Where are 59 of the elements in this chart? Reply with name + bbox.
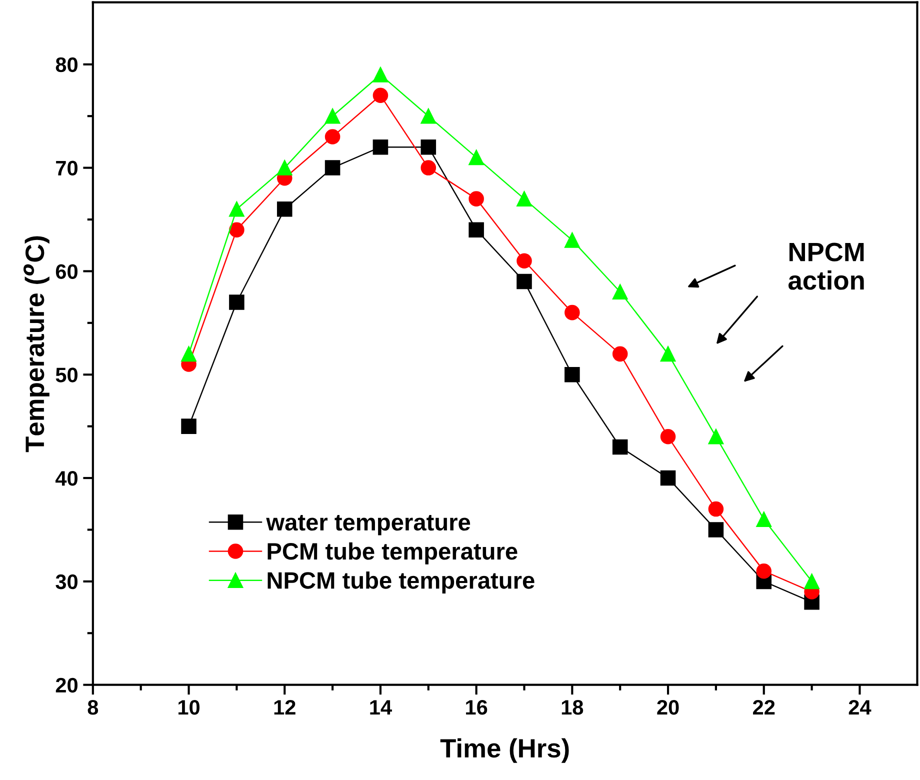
- y-tick-label: 50: [56, 368, 78, 382]
- point: [660, 429, 676, 444]
- point: [420, 160, 436, 176]
- point: [468, 191, 484, 206]
- point: [564, 304, 580, 320]
- point: [660, 346, 676, 362]
- point: [181, 346, 196, 362]
- y-tick-label: 20: [56, 678, 78, 693]
- annotation: NPCM action: [788, 242, 864, 290]
- x-tick-label: 20: [657, 700, 679, 715]
- point: [612, 346, 628, 362]
- y-tick-label: 80: [56, 57, 78, 72]
- legend-label: PCM tube temperature: [268, 542, 518, 564]
- legend-label: NPCM tube temperature: [268, 571, 534, 594]
- x-tick-label: 22: [753, 700, 775, 715]
- x-tick-label: 8: [88, 700, 98, 715]
- point: [564, 232, 580, 248]
- x-tick-label: 14: [370, 700, 392, 715]
- point: [372, 67, 388, 82]
- y-tick-label: 60: [56, 264, 78, 279]
- x-tick-label: 18: [562, 700, 584, 715]
- point: [372, 139, 388, 155]
- point: [276, 160, 292, 176]
- point: [516, 274, 532, 290]
- point: [468, 222, 484, 238]
- point: [420, 139, 436, 155]
- point: [468, 150, 484, 166]
- point: [229, 222, 244, 238]
- point: [708, 429, 724, 444]
- point: [756, 512, 772, 528]
- point: [324, 160, 340, 176]
- point: [708, 501, 724, 517]
- point: [229, 294, 244, 310]
- point: [372, 88, 388, 104]
- point: [276, 202, 292, 217]
- x-tick-label: 24: [848, 700, 872, 715]
- point: [516, 191, 532, 206]
- point: [708, 522, 724, 538]
- point: [804, 574, 820, 590]
- legend-label: water temperature: [266, 515, 470, 536]
- x-tick-label: 10: [178, 700, 200, 715]
- point: [324, 129, 340, 144]
- point: [756, 563, 772, 579]
- y-tick-label: 70: [56, 160, 78, 176]
- point: [324, 108, 340, 124]
- point: [612, 439, 628, 455]
- point: [516, 253, 532, 268]
- point: [564, 366, 580, 382]
- point: [420, 108, 436, 124]
- point: [612, 284, 628, 300]
- x-axis-title: Time (Hrs): [440, 738, 569, 763]
- point: [660, 470, 676, 486]
- y-axis-title: Temperature ($^{o}$C): [23, 236, 50, 452]
- y-tick-label: 40: [55, 471, 78, 486]
- point: [229, 202, 244, 217]
- y-tick-label: 30: [56, 574, 78, 590]
- point: [181, 418, 196, 434]
- x-tick-label: 16: [466, 700, 488, 715]
- x-tick-label: 12: [274, 700, 296, 715]
